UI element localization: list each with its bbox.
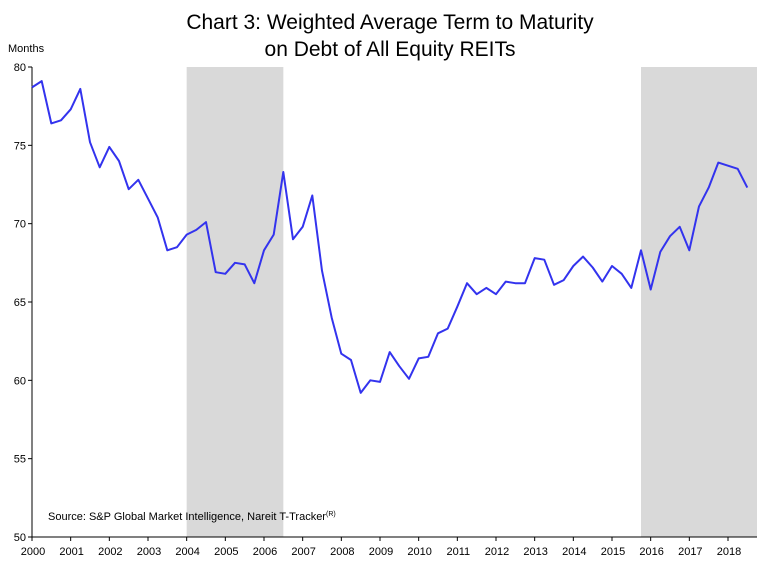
x-tick-label: 2008 xyxy=(330,546,354,558)
x-tick-label: 2007 xyxy=(291,546,315,558)
x-tick-label: 2006 xyxy=(253,546,277,558)
x-tick-label: 2017 xyxy=(678,546,702,558)
x-tick-label: 2012 xyxy=(485,546,509,558)
shaded-period-1 xyxy=(186,67,284,537)
y-axis-ticks: 50 55 60 65 70 75 80 xyxy=(14,62,32,544)
source-superscript: (R) xyxy=(326,511,336,518)
y-tick-label: 65 xyxy=(14,297,26,309)
y-tick-label: 55 xyxy=(14,454,26,466)
x-tick-label: 2011 xyxy=(447,546,471,558)
x-tick-label: 2000 xyxy=(21,546,45,558)
x-tick-label: 2015 xyxy=(601,546,625,558)
x-tick-label: 2010 xyxy=(407,546,431,558)
shaded-period-2 xyxy=(641,67,757,537)
x-tick-label: 2005 xyxy=(214,546,238,558)
chart-title: Chart 3: Weighted Average Term to Maturi… xyxy=(0,9,780,63)
chart-title-line-2: on Debt of All Equity REITs xyxy=(264,38,516,61)
x-axis-ticks: 2000 2001 2002 2003 2004 2005 2006 2007 2008 2009… xyxy=(21,537,741,558)
y-tick-label: 70 xyxy=(14,219,26,231)
chart-title-line-1: Chart 3: Weighted Average Term to Maturi… xyxy=(186,11,594,34)
source-text: Source: S&P Global Market Intelligence, … xyxy=(48,511,326,523)
series-line xyxy=(31,80,749,394)
y-tick-label: 80 xyxy=(14,62,26,74)
x-tick-label: 2002 xyxy=(98,546,122,558)
y-tick-label: 60 xyxy=(14,375,26,387)
x-tick-label: 2016 xyxy=(639,546,663,558)
x-tick-label: 2018 xyxy=(717,546,741,558)
x-tick-label: 2009 xyxy=(369,546,393,558)
y-tick-label: 50 xyxy=(14,532,26,544)
x-tick-label: 2013 xyxy=(523,546,547,558)
source-note: Source: S&P Global Market Intelligence, … xyxy=(48,511,336,523)
x-tick-label: 2001 xyxy=(59,546,83,558)
x-tick-label: 2014 xyxy=(562,546,586,558)
recession-shading-group xyxy=(186,67,757,537)
x-tick-label: 2004 xyxy=(175,546,199,558)
y-axis-unit-label: Months xyxy=(8,43,45,55)
y-tick-label: 75 xyxy=(14,140,26,152)
x-tick-label: 2003 xyxy=(137,546,161,558)
